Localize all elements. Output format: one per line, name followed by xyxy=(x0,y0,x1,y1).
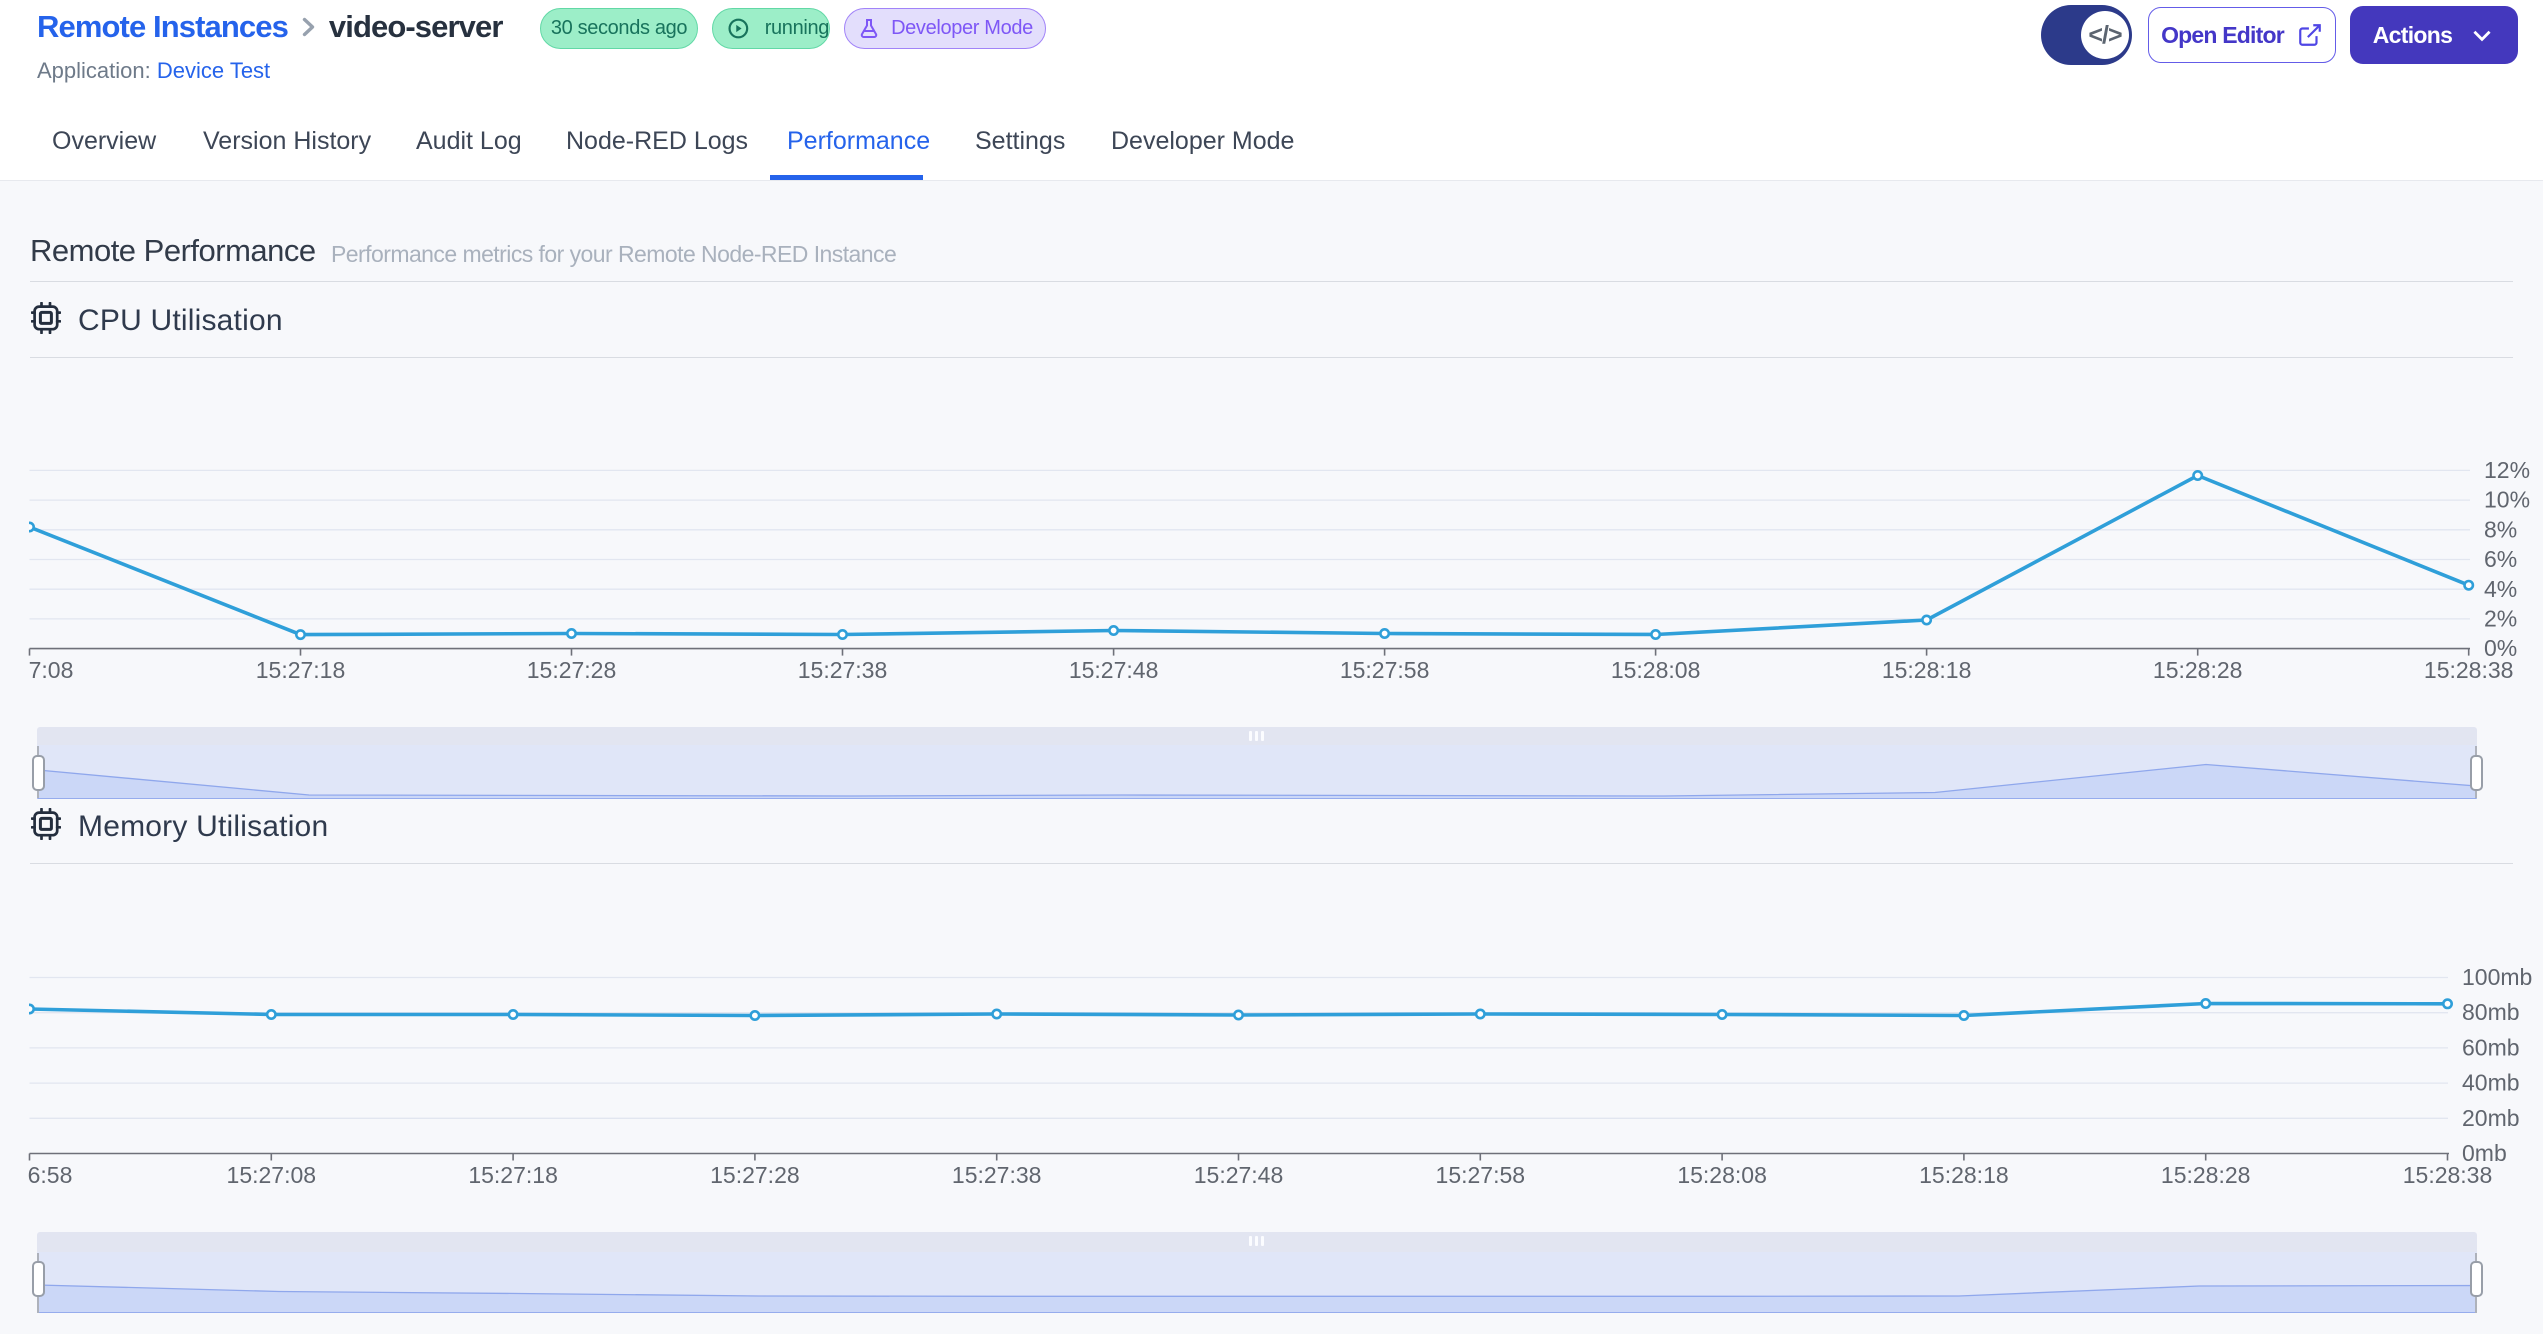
svg-text:10%: 10% xyxy=(2484,487,2530,513)
svg-text:15:28:28: 15:28:28 xyxy=(2153,657,2243,683)
svg-text:15:27:38: 15:27:38 xyxy=(952,1162,1042,1188)
svg-text:15:27:48: 15:27:48 xyxy=(1194,1162,1284,1188)
svg-text:15:27:28: 15:27:28 xyxy=(527,657,617,683)
svg-text:15:28:38: 15:28:38 xyxy=(2403,1162,2493,1188)
svg-text:60mb: 60mb xyxy=(2462,1034,2520,1060)
svg-text:15:28:08: 15:28:08 xyxy=(1677,1162,1767,1188)
svg-text:0mb: 0mb xyxy=(2462,1140,2507,1166)
svg-text:15:27:18: 15:27:18 xyxy=(468,1162,558,1188)
svg-text:6:58: 6:58 xyxy=(28,1162,73,1188)
svg-text:15:27:18: 15:27:18 xyxy=(256,657,346,683)
svg-text:7:08: 7:08 xyxy=(29,657,74,683)
svg-text:40mb: 40mb xyxy=(2462,1070,2520,1096)
svg-text:15:28:18: 15:28:18 xyxy=(1919,1162,2009,1188)
svg-text:15:27:48: 15:27:48 xyxy=(1069,657,1159,683)
svg-text:15:28:08: 15:28:08 xyxy=(1611,657,1701,683)
svg-text:15:28:28: 15:28:28 xyxy=(2161,1162,2251,1188)
svg-text:15:27:58: 15:27:58 xyxy=(1436,1162,1526,1188)
svg-text:15:28:38: 15:28:38 xyxy=(2424,657,2514,683)
svg-text:15:28:18: 15:28:18 xyxy=(1882,657,1972,683)
svg-text:4%: 4% xyxy=(2484,576,2517,602)
svg-text:0%: 0% xyxy=(2484,635,2517,661)
svg-text:100mb: 100mb xyxy=(2462,964,2532,990)
svg-text:6%: 6% xyxy=(2484,546,2517,572)
svg-text:15:27:38: 15:27:38 xyxy=(798,657,888,683)
svg-text:15:27:28: 15:27:28 xyxy=(710,1162,800,1188)
svg-text:20mb: 20mb xyxy=(2462,1105,2520,1131)
svg-text:80mb: 80mb xyxy=(2462,999,2520,1025)
svg-text:8%: 8% xyxy=(2484,516,2517,542)
svg-text:15:27:58: 15:27:58 xyxy=(1340,657,1430,683)
svg-text:2%: 2% xyxy=(2484,606,2517,632)
svg-text:12%: 12% xyxy=(2484,457,2530,483)
svg-text:15:27:08: 15:27:08 xyxy=(227,1162,317,1188)
